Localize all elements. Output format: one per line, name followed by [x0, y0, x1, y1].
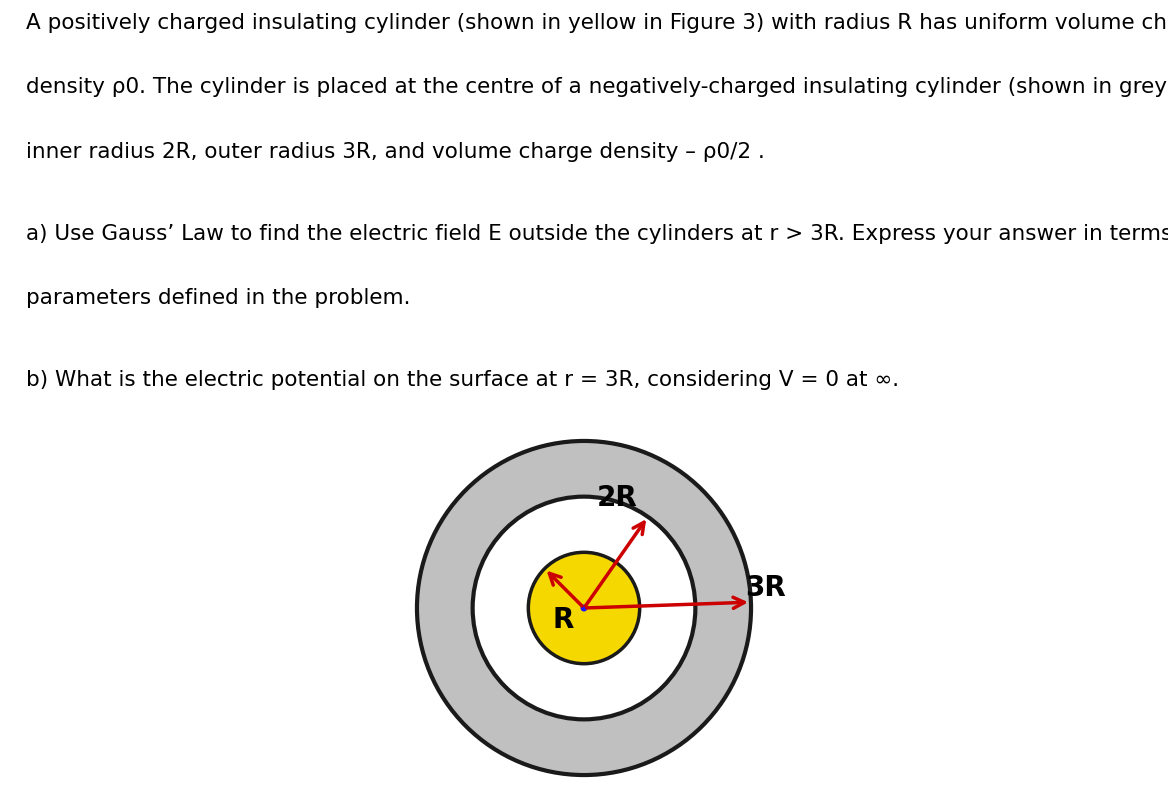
Circle shape: [528, 552, 640, 664]
Text: inner radius 2R, outer radius 3R, and volume charge density – ρ0/2 .: inner radius 2R, outer radius 3R, and vo…: [26, 142, 765, 162]
Text: 3R: 3R: [745, 573, 786, 601]
Text: parameters defined in the problem.: parameters defined in the problem.: [26, 288, 410, 308]
Text: a) Use Gauss’ Law to find the electric field E outside the cylinders at r > 3R. : a) Use Gauss’ Law to find the electric f…: [26, 224, 1168, 243]
Text: A positively charged insulating cylinder (shown in yellow in Figure 3) with radi: A positively charged insulating cylinder…: [26, 13, 1168, 33]
Text: 2R: 2R: [597, 483, 638, 512]
Text: density ρ0. The cylinder is placed at the centre of a negatively-charged insulat: density ρ0. The cylinder is placed at th…: [26, 77, 1168, 97]
Text: b) What is the electric potential on the surface at r = 3R, considering V = 0 at: b) What is the electric potential on the…: [26, 370, 899, 389]
Circle shape: [417, 441, 751, 775]
Circle shape: [582, 606, 586, 611]
Circle shape: [473, 497, 695, 719]
Text: R: R: [552, 605, 573, 633]
